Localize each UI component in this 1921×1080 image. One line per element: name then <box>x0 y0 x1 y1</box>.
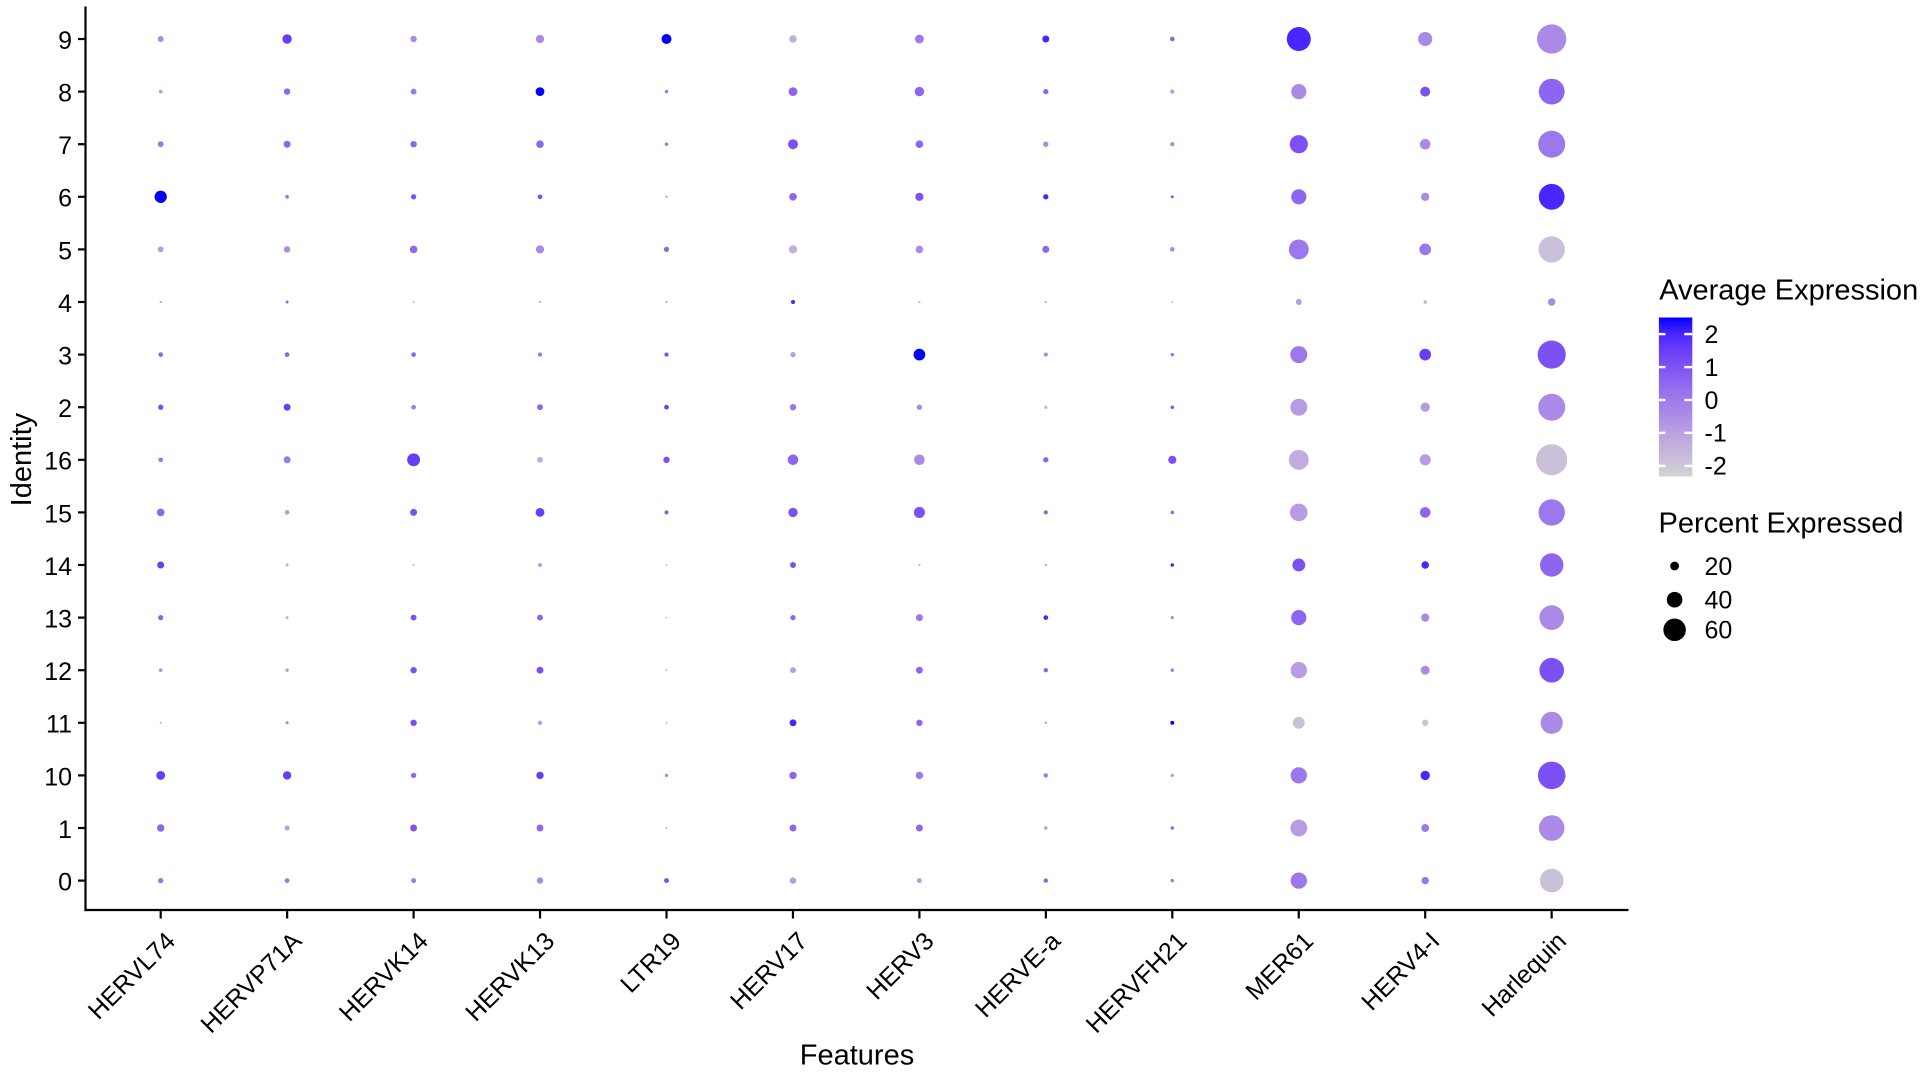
svg-text:Features: Features <box>800 1040 914 1072</box>
svg-text:12: 12 <box>44 658 72 686</box>
svg-text:Identity: Identity <box>6 412 38 506</box>
svg-text:6: 6 <box>58 185 72 213</box>
svg-text:20: 20 <box>1705 553 1733 581</box>
svg-text:2: 2 <box>1705 321 1719 349</box>
svg-text:Average Expression: Average Expression <box>1659 274 1918 306</box>
svg-text:9: 9 <box>58 27 72 55</box>
svg-text:14: 14 <box>44 553 72 581</box>
svg-text:2: 2 <box>58 395 72 423</box>
svg-text:1: 1 <box>58 816 72 844</box>
svg-text:8: 8 <box>58 80 72 108</box>
svg-text:16: 16 <box>44 448 72 476</box>
svg-text:5: 5 <box>58 237 72 265</box>
svg-text:10: 10 <box>44 763 72 791</box>
svg-text:-1: -1 <box>1705 420 1727 448</box>
svg-text:0: 0 <box>58 869 72 897</box>
svg-text:60: 60 <box>1705 617 1733 645</box>
svg-text:13: 13 <box>44 606 72 634</box>
svg-text:0: 0 <box>1705 387 1719 415</box>
svg-text:Percent Expressed: Percent Expressed <box>1659 508 1904 540</box>
svg-text:40: 40 <box>1705 587 1733 615</box>
svg-text:11: 11 <box>46 711 72 739</box>
svg-text:4: 4 <box>58 290 72 318</box>
svg-text:7: 7 <box>58 132 72 160</box>
svg-text:15: 15 <box>44 500 72 528</box>
svg-text:1: 1 <box>1705 354 1719 382</box>
svg-text:-2: -2 <box>1705 453 1727 481</box>
svg-text:3: 3 <box>58 343 72 371</box>
